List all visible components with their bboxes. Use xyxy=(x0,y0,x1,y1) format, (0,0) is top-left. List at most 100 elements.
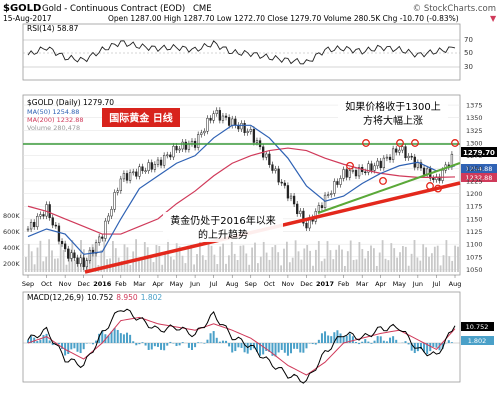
macd-histogram-bar xyxy=(237,343,240,348)
volume-bar xyxy=(378,252,381,272)
ma200-tag-bg xyxy=(461,173,497,182)
macd-histogram-bar xyxy=(73,343,76,349)
macd-histogram-bar xyxy=(283,343,286,353)
candle-body xyxy=(305,222,308,229)
macd-histogram-bar xyxy=(113,328,116,343)
circle-marker xyxy=(362,139,370,147)
volume-bar xyxy=(370,245,372,272)
annotation-bottom-bg xyxy=(163,212,283,242)
rsi-panel xyxy=(22,23,461,81)
x-tick-label: Feb xyxy=(338,280,350,288)
volume-bar xyxy=(42,261,45,272)
macd-histogram-bar xyxy=(389,337,392,343)
circle-marker xyxy=(451,139,459,147)
candle-body xyxy=(357,167,361,177)
volume-bar xyxy=(181,255,184,272)
macd-histogram-bar xyxy=(45,333,48,343)
macd-histogram-bar xyxy=(348,333,351,343)
candle-body xyxy=(39,214,42,217)
candle-body xyxy=(104,220,107,239)
candle-body xyxy=(441,170,444,181)
macd-value-1: 10.752 xyxy=(87,293,113,302)
candle-body xyxy=(299,210,302,215)
volume-bar xyxy=(407,265,410,272)
macd-histogram-bar xyxy=(364,339,367,343)
rsi-tick-50: 50 xyxy=(464,49,473,57)
volume-bar xyxy=(280,265,282,272)
candle-body xyxy=(132,171,135,174)
candle-body xyxy=(370,163,373,171)
candle-body xyxy=(339,178,342,185)
volume-bar xyxy=(439,265,442,272)
candle-body xyxy=(70,252,73,259)
volume-bar xyxy=(48,239,50,272)
volume-bar xyxy=(346,251,349,272)
macd-histogram-bar xyxy=(101,330,104,343)
candle-body xyxy=(373,165,376,171)
volume-bar xyxy=(219,246,222,272)
y-tick-label: 1250 xyxy=(466,165,483,173)
macd-histogram-bar xyxy=(246,343,249,354)
volume-bar xyxy=(384,258,387,272)
volume-bar xyxy=(230,239,233,272)
macd-histogram-bar xyxy=(314,343,317,345)
macd-histogram-bar xyxy=(79,343,82,354)
candle-body xyxy=(419,162,423,169)
volume-bar xyxy=(190,244,193,272)
x-tick-label: May xyxy=(393,280,407,288)
macd-histogram-bar xyxy=(296,343,299,349)
macd-histogram-bar xyxy=(432,343,435,347)
candle-body xyxy=(252,129,256,143)
volume-bar xyxy=(433,246,436,272)
volume-tick-label: 800K xyxy=(3,212,20,220)
volume-bar xyxy=(201,255,204,272)
macd-histogram-bar xyxy=(450,342,453,343)
volume-bar xyxy=(170,256,172,272)
macd-histogram-bar xyxy=(447,340,450,343)
macd-histogram-bar xyxy=(190,343,193,350)
annotation-top-bg xyxy=(338,98,448,128)
volume-bar xyxy=(193,264,195,272)
macd-histogram-bar xyxy=(212,331,215,343)
macd-histogram-bar xyxy=(311,343,314,345)
volume-bar xyxy=(306,245,309,272)
macd-histogram-bar xyxy=(419,343,422,350)
volume-bar xyxy=(68,248,71,272)
volume-bar xyxy=(158,246,161,272)
candle-body xyxy=(249,129,252,132)
candle-body xyxy=(320,205,324,209)
macd-histogram-bar xyxy=(429,343,432,352)
macd-histogram-bar xyxy=(262,343,265,355)
macd-histogram-bar xyxy=(119,333,122,343)
candle-body xyxy=(181,141,184,150)
macd-histogram-bar xyxy=(293,343,296,349)
x-tick-label: Nov xyxy=(59,280,72,288)
candle-body xyxy=(379,160,382,169)
candle-body xyxy=(317,205,321,212)
volume-bar xyxy=(146,247,149,272)
x-tick-label: 2017 xyxy=(316,280,334,288)
volume-bar xyxy=(442,255,445,272)
volume-bar xyxy=(300,259,303,272)
volume-bar xyxy=(135,239,137,272)
volume-bar xyxy=(167,239,169,272)
volume-bar xyxy=(74,260,77,272)
macd-histogram-bar xyxy=(172,343,175,344)
volume-bar xyxy=(155,244,158,272)
x-tick-label: Dec xyxy=(77,280,90,288)
macd-histogram-bar xyxy=(354,341,357,343)
candle-body xyxy=(271,164,274,171)
candle-body xyxy=(221,115,225,121)
macd-histogram-bar xyxy=(129,334,132,343)
macd-value-3: 1.802 xyxy=(141,293,163,302)
macd-histogram-bar xyxy=(215,337,218,343)
candle-body xyxy=(135,171,138,177)
macd-histogram-bar xyxy=(286,343,289,356)
volume-bar xyxy=(114,248,117,272)
volume-bar xyxy=(254,242,256,272)
volume-bar xyxy=(236,259,239,272)
y-tick-label: 1275 xyxy=(466,152,483,160)
volume-tick-label: 600K xyxy=(3,228,20,236)
candle-body xyxy=(274,168,277,171)
volume-bar xyxy=(178,246,181,272)
